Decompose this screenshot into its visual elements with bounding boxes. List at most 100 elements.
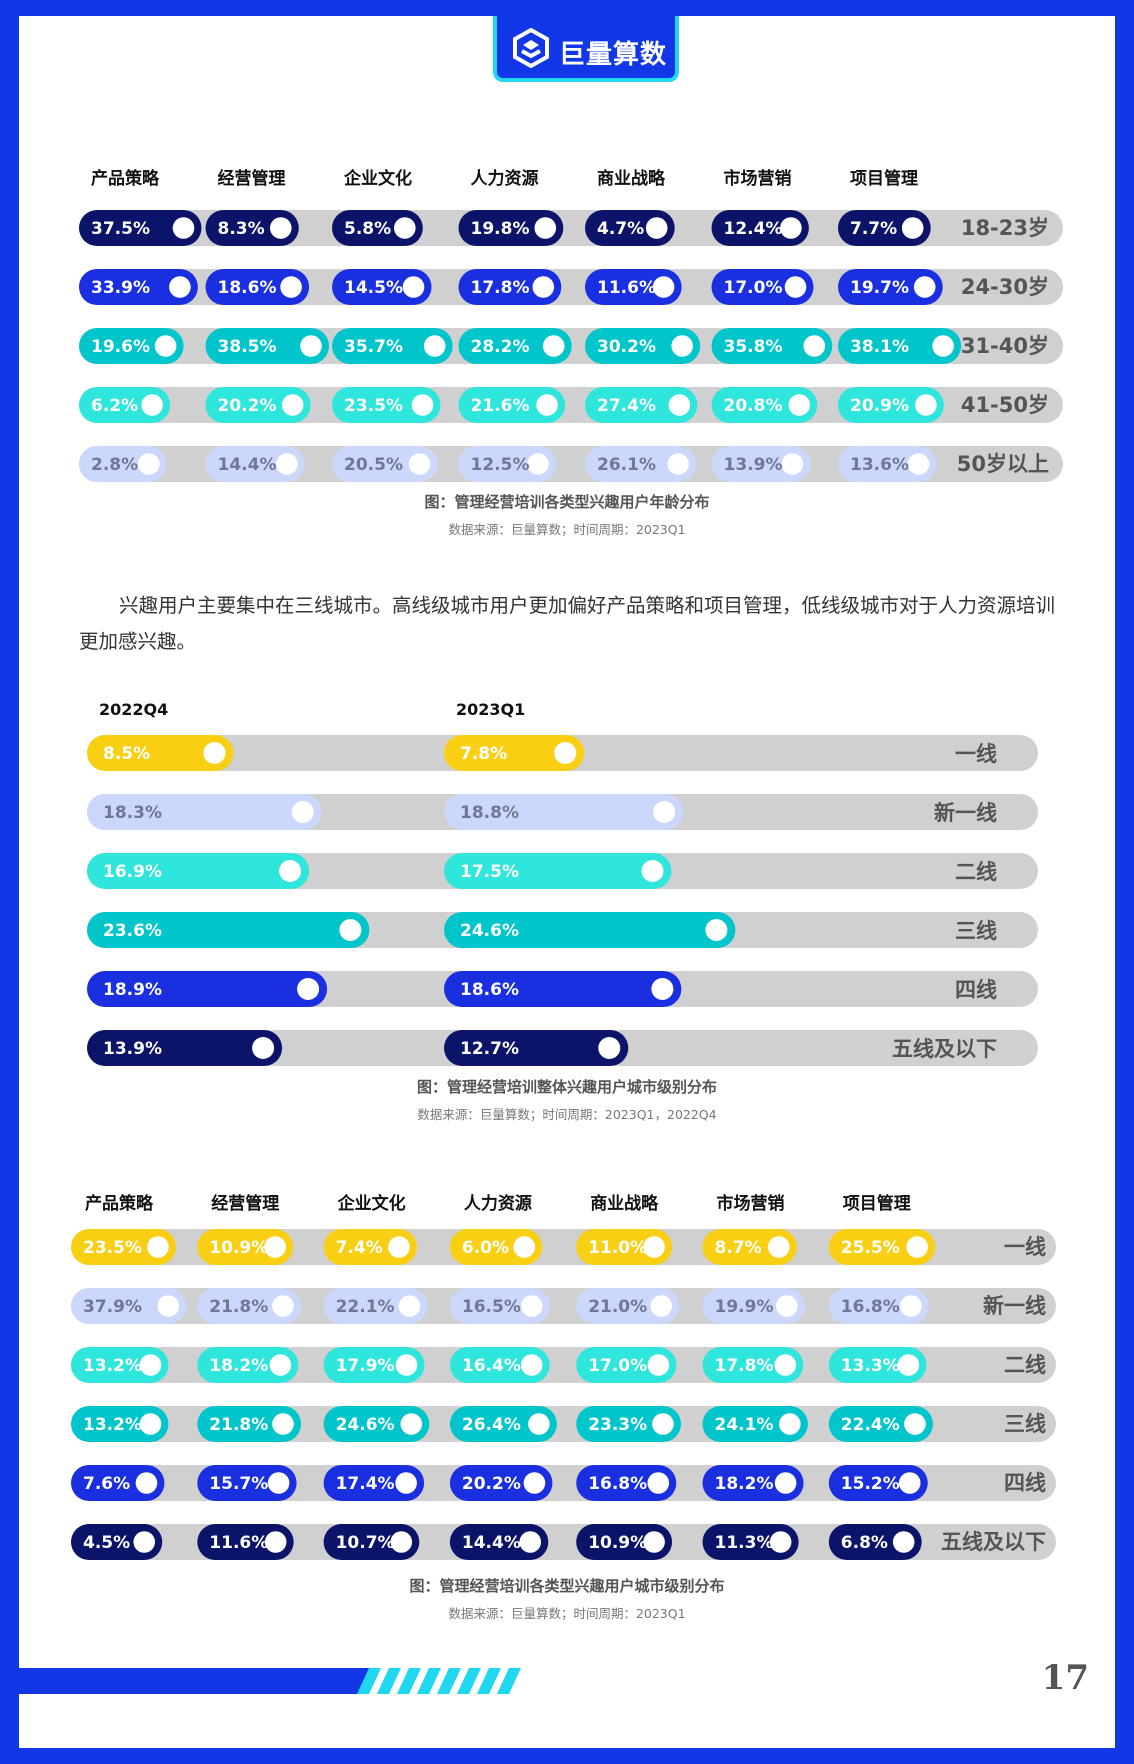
data-bar bbox=[87, 735, 234, 771]
data-bar bbox=[838, 269, 943, 305]
data-label: 5.8% bbox=[344, 219, 391, 239]
data-bar bbox=[828, 1465, 928, 1501]
category-label: 产品策略 bbox=[85, 1193, 154, 1214]
series-label: 五线及以下 bbox=[892, 1037, 997, 1061]
data-bar bbox=[702, 1347, 804, 1383]
data-label: 27.4% bbox=[597, 396, 656, 416]
data-label: 7.7% bbox=[850, 219, 897, 239]
data-label: 22.1% bbox=[336, 1297, 395, 1317]
bar-end-dot bbox=[667, 453, 689, 475]
series-label: 新一线 bbox=[983, 1294, 1046, 1318]
row-track bbox=[71, 1465, 1056, 1501]
bar-end-dot bbox=[141, 394, 163, 416]
data-label: 28.2% bbox=[471, 337, 530, 357]
data-label: 11.6% bbox=[597, 278, 656, 298]
chart-source: 数据来源：巨量算数；时间周期：2023Q1，2022Q4 bbox=[417, 1107, 717, 1122]
bar-end-dot bbox=[520, 1354, 543, 1376]
data-bar bbox=[458, 328, 572, 364]
data-label: 37.9% bbox=[83, 1297, 142, 1317]
data-label: 16.4% bbox=[462, 1356, 521, 1376]
data-bar bbox=[449, 1288, 550, 1324]
bar-end-dot bbox=[395, 1472, 417, 1494]
data-bar bbox=[332, 387, 441, 423]
data-bar bbox=[444, 1030, 629, 1066]
bar-end-dot bbox=[394, 217, 416, 239]
series-label: 新一线 bbox=[934, 801, 997, 825]
data-label: 13.2% bbox=[83, 1356, 142, 1376]
data-bar bbox=[828, 1347, 927, 1383]
period-label: 2022Q4 bbox=[99, 700, 168, 719]
bar-end-dot bbox=[264, 1531, 287, 1553]
data-label: 18.6% bbox=[218, 278, 277, 298]
data-label: 17.8% bbox=[471, 278, 530, 298]
data-label: 14.4% bbox=[462, 1533, 521, 1553]
bar-end-dot bbox=[280, 276, 302, 298]
series-label: 二线 bbox=[955, 860, 997, 884]
bar-end-dot bbox=[780, 217, 802, 239]
bar-end-dot bbox=[647, 1354, 670, 1376]
data-label: 20.8% bbox=[724, 396, 783, 416]
data-label: 19.7% bbox=[850, 278, 909, 298]
bar-end-dot bbox=[138, 453, 160, 475]
series-label: 18-23岁 bbox=[961, 216, 1049, 240]
chart-source: 数据来源：巨量算数；时间周期：2023Q1 bbox=[448, 1606, 686, 1621]
data-label: 10.9% bbox=[588, 1533, 647, 1553]
data-bar bbox=[205, 387, 311, 423]
data-bar bbox=[838, 446, 937, 482]
category-label: 经营管理 bbox=[218, 168, 286, 189]
category-label: 企业文化 bbox=[343, 168, 412, 189]
bar-end-dot bbox=[408, 453, 431, 475]
bar-end-dot bbox=[652, 276, 675, 298]
bar-end-dot bbox=[554, 742, 577, 764]
data-label: 19.6% bbox=[91, 337, 150, 357]
data-bar bbox=[458, 387, 566, 423]
series-label: 三线 bbox=[1004, 1412, 1046, 1436]
data-bar bbox=[711, 210, 809, 246]
data-bar bbox=[87, 1030, 283, 1066]
data-bar bbox=[71, 1406, 169, 1442]
data-bar bbox=[71, 1229, 176, 1265]
bar-end-dot bbox=[398, 1295, 421, 1317]
data-bar bbox=[79, 269, 198, 305]
bar-end-dot bbox=[172, 217, 195, 239]
data-label: 21.8% bbox=[209, 1415, 268, 1435]
data-label: 20.9% bbox=[850, 396, 909, 416]
series-label: 24-30岁 bbox=[961, 275, 1049, 299]
data-label: 37.5% bbox=[91, 219, 150, 239]
data-label: 23.5% bbox=[344, 396, 403, 416]
data-label: 20.2% bbox=[462, 1474, 521, 1494]
data-bar bbox=[576, 1465, 677, 1501]
bar-end-dot bbox=[769, 1531, 792, 1553]
city-tier-by-type-chart: 产品策略 经营管理 企业文化 人力资源 商业战略 市场营销 项目管理 23.5% 10.9% 7.… bbox=[71, 1193, 1056, 1560]
bar-end-dot bbox=[671, 335, 693, 357]
row-track bbox=[71, 1347, 1056, 1383]
bar-end-dot bbox=[400, 1413, 423, 1435]
series-label: 31-40岁 bbox=[961, 334, 1049, 358]
data-label: 16.9% bbox=[103, 862, 162, 882]
data-bar bbox=[838, 328, 962, 364]
data-label: 38.5% bbox=[218, 337, 277, 357]
bar-end-dot bbox=[169, 276, 191, 298]
data-label: 25.5% bbox=[841, 1238, 900, 1258]
data-bar bbox=[585, 387, 698, 423]
data-bar bbox=[576, 1406, 681, 1442]
body-paragraph: 兴趣用户主要集中在三线城市。高线级城市用户更加偏好产品策略和项目管理，低线级城市… bbox=[79, 594, 1056, 653]
bar-end-dot bbox=[203, 742, 226, 764]
bar-end-dot bbox=[668, 394, 691, 416]
data-label: 13.9% bbox=[103, 1039, 162, 1059]
data-label: 7.4% bbox=[336, 1238, 383, 1258]
data-label: 17.0% bbox=[588, 1356, 647, 1376]
bar-end-dot bbox=[598, 1037, 621, 1059]
bar-end-dot bbox=[270, 217, 292, 239]
data-bar bbox=[702, 1465, 804, 1501]
data-bar bbox=[838, 387, 944, 423]
data-label: 18.6% bbox=[460, 980, 519, 1000]
chart-source: 数据来源：巨量算数；时间周期：2023Q1 bbox=[448, 522, 686, 537]
data-bar bbox=[205, 328, 329, 364]
data-bar bbox=[197, 1465, 297, 1501]
data-label: 11.0% bbox=[588, 1238, 647, 1258]
data-label: 8.7% bbox=[715, 1238, 762, 1258]
data-bar bbox=[323, 1288, 428, 1324]
category-label: 项目管理 bbox=[843, 1193, 911, 1214]
bar-end-dot bbox=[264, 1236, 286, 1258]
